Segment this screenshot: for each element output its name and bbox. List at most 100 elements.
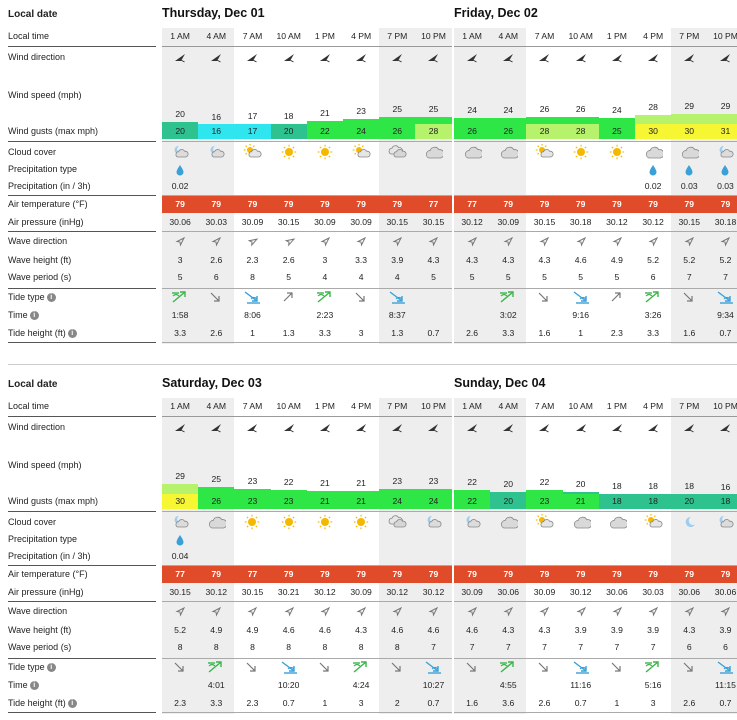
wind-gust-value: 20 (270, 124, 307, 139)
precipitation-value (635, 548, 671, 565)
air-temperature-value: 79 (234, 196, 271, 213)
local-time-label: Local time (8, 28, 168, 45)
air-temperature-value: 79 (270, 196, 307, 213)
precipitation-value (379, 548, 415, 565)
wind-gust-value: 26 (490, 124, 527, 139)
wind-speed-bar (562, 117, 599, 124)
cloud-cover-label-text: Cloud cover (8, 147, 57, 157)
time-cell: 1 PM (314, 31, 335, 41)
row-divider (8, 46, 156, 47)
wind-gust-value: 24 (379, 494, 416, 509)
wave-period-value: 5 (542, 272, 547, 282)
wind-speed-value: 20 (503, 479, 514, 489)
tide-height-value: 3 (650, 698, 656, 708)
tide-low-icon (415, 658, 451, 677)
wave-period-value: 5 (578, 272, 584, 282)
row-divider (8, 288, 156, 289)
tide-time-value (526, 677, 562, 694)
info-icon[interactable]: i (46, 663, 56, 673)
wind-direction-label: Wind direction (8, 418, 168, 436)
sun-icon (307, 513, 343, 531)
wind-speed-value: 21 (356, 478, 366, 488)
wind-speed-bar (526, 490, 563, 494)
wave-period-value: 7 (723, 272, 728, 282)
tide-type-label: Tide type i (8, 288, 168, 307)
day-title: Sunday, Dec 04 (454, 376, 546, 390)
precip-type-cell (490, 161, 526, 178)
precip-type-cell (198, 531, 234, 548)
row-divider (8, 416, 156, 417)
wind-direction-arrow-icon (271, 48, 307, 66)
precipitation-value (234, 548, 270, 565)
precipitation-value (198, 548, 234, 565)
sun-icon (307, 143, 343, 161)
wave-height-value: 4.6 (282, 625, 295, 635)
wind-direction-arrow-icon (234, 48, 270, 66)
wave-direction-arrow-icon (490, 602, 526, 621)
sun-icon (271, 513, 307, 531)
wind-gust-value: 20 (490, 494, 527, 509)
night-shade (707, 28, 737, 344)
wave-direction-arrow-icon (635, 232, 671, 251)
partly-cloudy-night-icon (162, 143, 198, 161)
precipitation-value: 0.04 (171, 551, 189, 561)
tide-time-label: Time i (8, 307, 168, 324)
wave-period-label: Wave period (s) (8, 639, 168, 656)
wave-height-value: 5.2 (647, 255, 660, 265)
air-temperature-value: 79 (671, 566, 708, 583)
time-cell: 10 PM (713, 401, 737, 411)
wind-speed-value: 29 (684, 101, 695, 111)
wind-speed-bar (490, 492, 527, 494)
cloud-cover-label-text: Cloud cover (8, 517, 57, 527)
wave-period-value: 8 (250, 272, 255, 282)
time-cell: 7 PM (387, 31, 408, 41)
info-icon[interactable]: i (67, 329, 77, 339)
wind-speed-bar (490, 118, 527, 124)
tide-falling-icon (234, 658, 270, 677)
air-pressure-value: 30.18 (569, 217, 592, 227)
tide-height-value: 1.6 (466, 698, 479, 708)
day-divider (454, 416, 737, 417)
info-icon[interactable]: i (67, 699, 77, 709)
night-shade (379, 398, 416, 714)
info-icon[interactable]: i (29, 311, 39, 321)
tide-high-icon (162, 288, 198, 307)
partly-cloudy-night-icon (707, 513, 737, 531)
day-title: Friday, Dec 02 (454, 6, 538, 20)
tide-rising-icon (599, 288, 635, 307)
partly-cloudy-night-icon (454, 513, 490, 531)
wind-direction-arrow-icon (671, 48, 707, 66)
info-icon[interactable]: i (46, 293, 56, 303)
row-divider (8, 712, 156, 713)
wind-direction-arrow-icon (343, 418, 379, 436)
partly-cloudy-night-icon (415, 513, 451, 531)
air-temperature-value: 79 (598, 566, 635, 583)
cloud-icon (635, 143, 671, 161)
precipitation-value (563, 548, 599, 565)
cloud-icon (563, 513, 599, 531)
wind-gust-value: 26 (454, 124, 491, 139)
wave-period-value: 7 (614, 642, 620, 652)
time-cell: 1 AM (170, 31, 190, 41)
wind-gust-value: 30 (671, 124, 708, 139)
wave-height-value: 4.3 (538, 255, 551, 265)
wind-speed-value: 23 (356, 106, 366, 116)
precip-type-cell (635, 531, 671, 548)
air-pressure-value: 30.06 (714, 587, 737, 597)
wave-height-value: 4.3 (502, 255, 515, 265)
tide-height-value: 2 (394, 698, 400, 708)
wind-direction-arrow-icon (379, 48, 415, 66)
wind-speed-value: 21 (320, 108, 330, 118)
air-pressure-value: 30.03 (205, 217, 228, 227)
precipitation-value (271, 548, 307, 565)
wave-direction-arrow-icon (415, 232, 451, 251)
wave-height-value: 4.3 (427, 255, 440, 265)
wind-speed-bar (379, 117, 416, 124)
info-icon[interactable]: i (29, 681, 39, 691)
air-temperature-value: 79 (562, 196, 599, 213)
wind-speed-bar (598, 118, 635, 124)
wave-height-value: 3.9 (719, 625, 732, 635)
row-divider (162, 231, 452, 232)
row-divider (454, 288, 737, 289)
wind-speed-bar (526, 117, 563, 124)
